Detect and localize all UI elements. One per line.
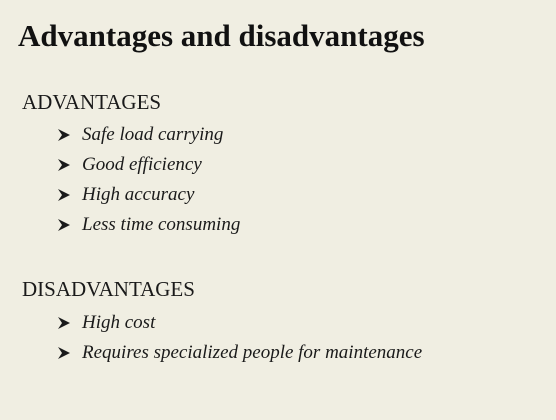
list-item: High accuracy — [58, 180, 240, 210]
disadvantages-heading: DISADVANTAGES — [22, 277, 195, 301]
list-item: Good efficiency — [58, 150, 240, 180]
advantages-heading: ADVANTAGES — [22, 90, 162, 114]
arrowhead-bullet-icon — [58, 189, 70, 201]
list-item-text: Safe load carrying — [82, 124, 224, 145]
list-item-text: High cost — [82, 312, 156, 333]
list-item-text: High accuracy — [82, 184, 195, 205]
arrowhead-bullet-icon — [58, 317, 70, 329]
arrowhead-bullet-icon — [58, 159, 70, 171]
arrowhead-bullet-icon — [58, 129, 70, 141]
list-item-text: Requires specialized people for maintena… — [82, 342, 423, 363]
arrowhead-bullet-icon — [58, 347, 70, 359]
slide-title: Advantages and disadvantages — [18, 18, 425, 53]
advantages-list: Safe load carrying Good efficiency High … — [58, 120, 240, 240]
list-item-text: Good efficiency — [82, 154, 202, 175]
list-item: Safe load carrying — [58, 120, 240, 150]
list-item: High cost — [58, 308, 422, 338]
disadvantages-list: High cost Requires specialized people fo… — [58, 308, 422, 368]
list-item: Less time consuming — [58, 210, 240, 240]
list-item: Requires specialized people for maintena… — [58, 338, 422, 368]
arrowhead-bullet-icon — [58, 219, 70, 231]
list-item-text: Less time consuming — [82, 214, 241, 235]
